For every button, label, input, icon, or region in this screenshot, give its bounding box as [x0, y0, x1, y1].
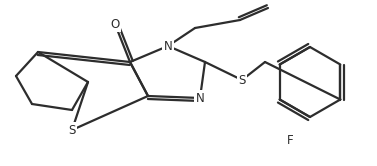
- Text: O: O: [110, 17, 120, 31]
- Text: S: S: [238, 74, 246, 86]
- Text: N: N: [196, 91, 204, 105]
- Text: N: N: [164, 40, 172, 52]
- Text: S: S: [68, 124, 76, 136]
- Text: F: F: [287, 133, 293, 147]
